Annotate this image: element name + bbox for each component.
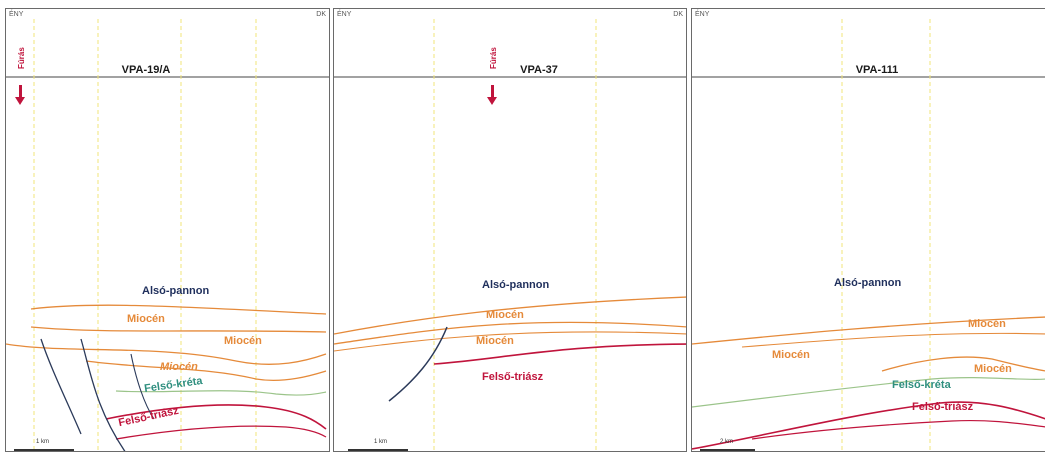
section-drawing	[692, 19, 1045, 451]
scale-label: 1 km	[374, 439, 388, 445]
panel-title: VPA-19/A	[121, 64, 171, 76]
section-drawing	[334, 19, 686, 451]
horizon-felso-triasz	[115, 425, 327, 440]
unit-label-felso-triasz: Felső-triász	[482, 371, 544, 383]
horizon-felso-kreta	[115, 390, 327, 396]
unit-label-miocen: Miocén	[968, 318, 1006, 330]
seismic-panel-vpa-19a: ÉNY DK VPA-19/A Fúrás Alsó-pannon Miocén…	[5, 8, 330, 452]
horizon-miocen	[692, 316, 1045, 345]
fault-line	[80, 338, 126, 451]
unit-label-miocen: Miocén	[224, 335, 262, 347]
scale-bar	[348, 449, 408, 451]
horizon-miocen	[334, 296, 686, 335]
section-drawing	[6, 19, 329, 451]
corner-label-right: DK	[316, 11, 326, 18]
furas-label: Fúrás	[489, 47, 498, 69]
unit-label-miocen: Miocén	[160, 361, 198, 373]
horizon-miocen	[30, 304, 327, 315]
horizon-miocen	[741, 332, 1045, 348]
unit-label-miocen: Miocén	[974, 363, 1012, 375]
horizon-felso-triasz	[105, 404, 327, 430]
corner-label-left: ÉNY	[9, 11, 24, 18]
unit-label-felso-kreta: Felső-kréta	[892, 379, 951, 391]
unit-label-also-pannon: Alsó-pannon	[482, 279, 550, 291]
horizon-felso-triasz	[692, 401, 1045, 450]
arrow-down-icon	[19, 85, 22, 97]
corner-label-left: ÉNY	[695, 11, 710, 18]
panel-title: VPA-37	[520, 64, 558, 76]
corner-label-left: ÉNY	[337, 11, 352, 18]
horizon-miocen	[30, 326, 327, 333]
horizon-miocen	[881, 356, 1045, 372]
horizon-miocen	[6, 343, 327, 365]
horizon-miocen	[334, 321, 686, 345]
unit-label-miocen: Miocén	[772, 349, 810, 361]
unit-label-felso-triasz: Felső-triász	[912, 401, 974, 413]
horizon-miocen	[334, 331, 686, 352]
unit-label-miocen: Miocén	[127, 313, 165, 325]
unit-label-also-pannon: Alsó-pannon	[834, 277, 902, 289]
arrow-down-icon	[15, 97, 25, 105]
seismic-panel-vpa-111: ÉNY VPA-111 Alsó-pannon Miocén Miocén Mi…	[691, 8, 1045, 452]
scale-bar	[700, 449, 755, 451]
corner-label-right: DK	[673, 11, 683, 18]
seismic-panel-vpa-37: ÉNY DK VPA-37 Fúrás Alsó-pannon Miocén M…	[333, 8, 687, 452]
scale-label: 1 km	[36, 439, 50, 445]
scale-label: 2 km	[720, 439, 734, 445]
horizon-felso-triasz	[751, 419, 1045, 440]
panel-title: VPA-111	[855, 64, 899, 76]
arrow-down-icon	[487, 97, 497, 105]
horizon-felso-triasz	[433, 343, 686, 365]
fault-line	[40, 338, 82, 435]
arrow-down-icon	[491, 85, 494, 97]
horizon-felso-kreta	[692, 376, 1045, 408]
horizon-miocen	[85, 360, 327, 382]
scale-bar	[14, 449, 74, 451]
unit-label-miocen: Miocén	[486, 309, 524, 321]
unit-label-also-pannon: Alsó-pannon	[142, 285, 210, 297]
fault-line	[388, 326, 448, 402]
furas-label: Fúrás	[17, 47, 26, 69]
unit-label-miocen: Miocén	[476, 335, 514, 347]
fault-line	[130, 353, 155, 420]
